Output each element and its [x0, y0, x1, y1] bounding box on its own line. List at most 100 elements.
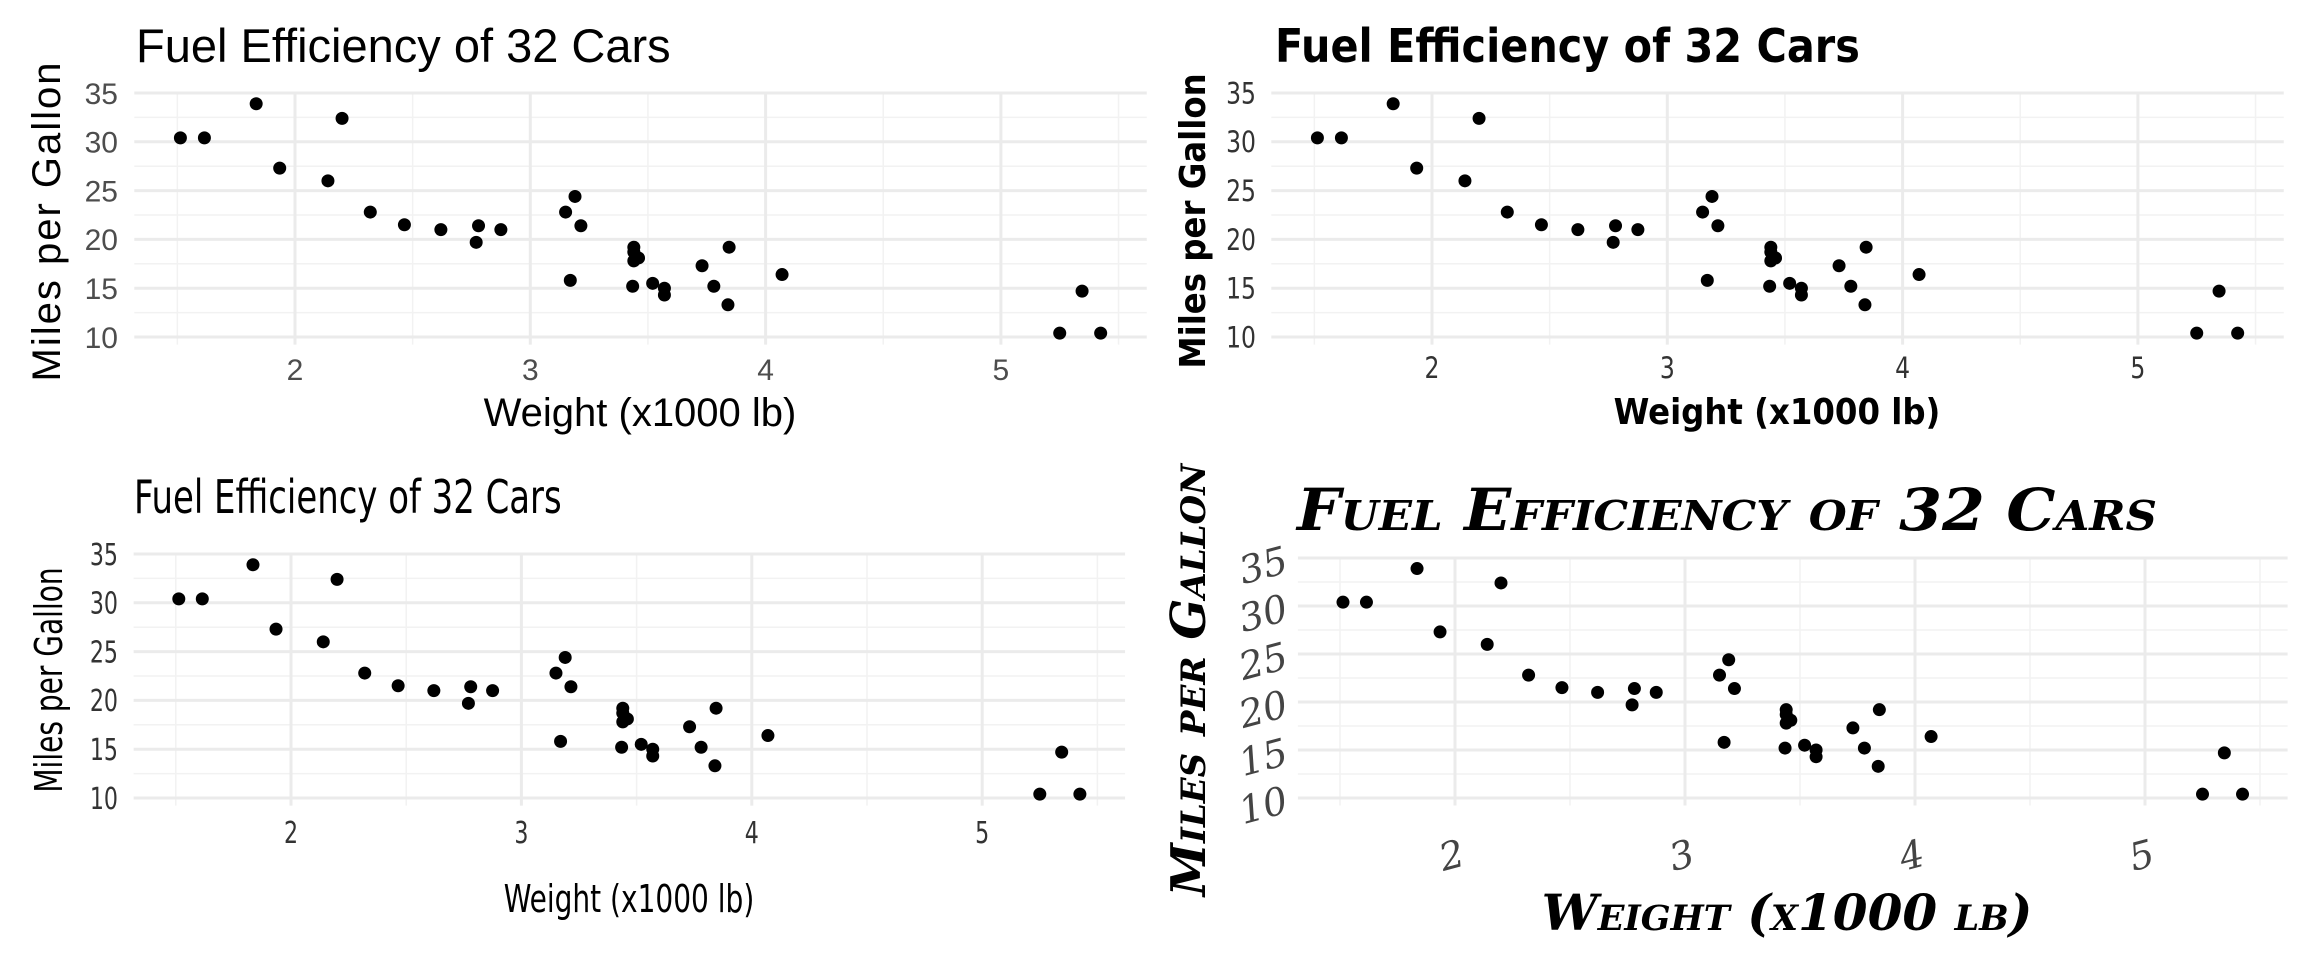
data-point: [2190, 326, 2204, 340]
panel-2-points: [1310, 97, 2245, 340]
data-point: [1717, 735, 1731, 749]
data-point: [273, 161, 287, 175]
data-point: [1809, 743, 1823, 757]
data-point: [1433, 625, 1447, 639]
panel-3-points: [172, 558, 1087, 801]
data-point: [564, 680, 578, 694]
data-point: [321, 174, 335, 188]
data-point: [616, 701, 630, 715]
data-point: [1924, 730, 1938, 744]
y-tick-label: 10: [85, 322, 118, 355]
panel-1-points: [173, 97, 1108, 340]
data-point: [707, 279, 721, 293]
data-point: [549, 666, 563, 680]
data-point: [2217, 746, 2231, 760]
data-point: [708, 759, 722, 773]
y-tick-label: 30: [85, 127, 118, 160]
data-point: [559, 205, 573, 219]
data-point: [615, 740, 629, 754]
data-point: [568, 189, 582, 203]
data-point: [709, 701, 723, 715]
data-point: [1534, 218, 1548, 232]
data-point: [695, 259, 709, 273]
data-point: [775, 268, 789, 282]
x-tick-label: 4: [757, 354, 774, 387]
y-tick-label: 30: [1226, 125, 1256, 160]
data-point: [722, 240, 736, 254]
data-point: [1458, 174, 1472, 188]
data-point: [434, 223, 448, 237]
data-point: [1310, 131, 1324, 145]
y-tick-label: 20: [1233, 682, 1292, 737]
x-tick-label: 3: [1660, 351, 1675, 386]
data-point: [627, 240, 641, 254]
panel-2-title: Fuel Efficiency of 32 Cars: [1275, 19, 1860, 73]
data-point: [574, 219, 588, 233]
panel-4-title: Fuel Efficiency of 32 Cars: [1295, 476, 2157, 544]
panel-2-y-axis-label: Miles per Gallon: [1173, 73, 1214, 368]
x-tick-label: 2: [284, 817, 298, 851]
data-point: [1522, 668, 1536, 682]
data-point: [2196, 787, 2209, 801]
data-point: [1912, 268, 1926, 282]
data-point: [1649, 685, 1663, 699]
x-tick-label: 5: [993, 354, 1010, 387]
panel-1-grid: [134, 91, 1147, 345]
panel-1-tick-labels: 2 3 4 5 10 15 20 25 30 35: [85, 78, 1010, 387]
y-tick-label: 30: [1234, 586, 1292, 641]
data-point: [1073, 787, 1087, 801]
data-point: [1386, 97, 1400, 111]
x-tick-label: 3: [514, 817, 528, 851]
x-tick-label: 4: [1895, 351, 1910, 386]
data-point: [1763, 279, 1777, 293]
y-tick-label: 10: [90, 783, 118, 817]
panel-3-tick-labels: 2 3 4 5 10 15 20 25 30 35: [90, 539, 989, 851]
data-point: [646, 742, 660, 756]
data-point: [1410, 161, 1424, 175]
data-point: [626, 279, 640, 293]
data-point: [1336, 595, 1350, 609]
y-tick-label: 30: [90, 587, 118, 621]
y-tick-label: 20: [85, 224, 118, 257]
panel-3: 2 3 4 5 10 15 20 25 30 35 Fuel Efficiency of 32 C…: [28, 470, 1126, 922]
data-point: [694, 740, 708, 754]
data-point: [1764, 254, 1778, 268]
data-point: [195, 592, 209, 606]
data-point: [397, 218, 411, 232]
data-point: [1722, 653, 1736, 667]
y-tick-label: 35: [1234, 538, 1292, 593]
data-point: [316, 635, 330, 649]
y-tick-label: 15: [1234, 730, 1292, 785]
data-point: [1033, 787, 1047, 801]
panel-1: 2 3 4 5 10 15 20 25 30 35 Fuel Efficiency of 32 C…: [25, 19, 1147, 435]
data-point: [427, 684, 441, 698]
panel-3-x-axis-label: Weight (x1000 lb): [504, 878, 755, 922]
data-point: [1359, 595, 1373, 609]
data-point: [391, 679, 405, 693]
data-point: [1857, 741, 1871, 755]
data-point: [657, 281, 671, 295]
y-tick-label: 20: [90, 685, 118, 719]
data-point: [1858, 298, 1872, 312]
data-point: [1500, 205, 1514, 219]
data-point: [1625, 698, 1639, 712]
data-point: [330, 572, 344, 586]
panel-2-grid: [1271, 91, 2284, 345]
x-tick-label: 2: [1433, 831, 1469, 880]
x-tick-label: 5: [2130, 351, 2145, 386]
data-point: [563, 273, 577, 287]
panel-3-y-axis-label: Miles per Gallon: [28, 567, 72, 792]
data-point: [1871, 759, 1885, 773]
y-tick-label: 25: [1226, 174, 1256, 209]
data-point: [486, 684, 500, 698]
data-point: [1591, 685, 1605, 699]
data-point: [269, 622, 283, 636]
data-point: [1859, 240, 1873, 254]
x-tick-label: 2: [1425, 351, 1440, 386]
data-point: [335, 111, 349, 125]
y-tick-label: 25: [90, 636, 118, 670]
data-point: [1571, 223, 1585, 237]
y-tick-label: 15: [90, 734, 118, 768]
